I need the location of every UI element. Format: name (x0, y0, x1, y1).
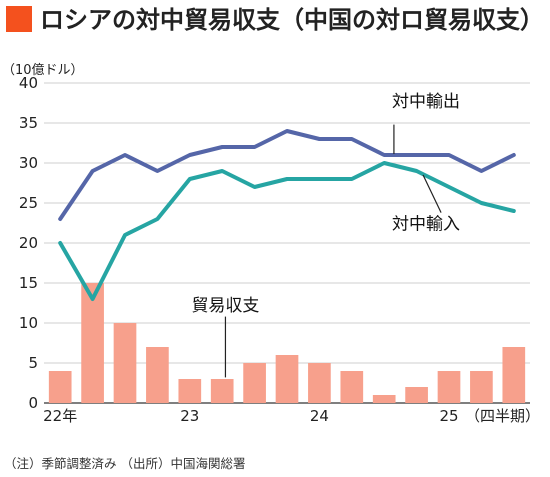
x-tick-label: 23 (180, 407, 199, 425)
title-square-icon (6, 6, 32, 32)
balance-bar (437, 371, 461, 403)
imports-line (58, 161, 516, 301)
y-tick-label: 0 (28, 394, 38, 412)
trade-lines (58, 129, 516, 301)
balance-bar (48, 371, 72, 403)
x-tick-label: 24 (310, 407, 329, 425)
y-tick-label: 15 (19, 274, 38, 292)
balance-bar (405, 387, 428, 403)
balance-bar (470, 371, 493, 403)
exports-series-label: 対中輸出 (392, 92, 460, 112)
imports-leader-line (422, 174, 442, 213)
balance-bar (308, 363, 331, 403)
balance-bar (275, 355, 299, 403)
x-axis-tick-labels: 22年 23 24 25 （四半期） (43, 407, 540, 425)
y-tick-label: 40 (19, 74, 38, 92)
balance-bar (340, 371, 364, 403)
y-tick-label: 10 (19, 314, 38, 332)
balance-bar (178, 379, 202, 403)
imports-series-label: 対中輸入 (392, 214, 460, 234)
balance-bar (113, 323, 137, 403)
balance-bar (210, 379, 234, 403)
balance-series-label: 貿易収支 (191, 296, 259, 316)
balance-bar (243, 363, 266, 403)
balance-bar (146, 347, 169, 403)
y-tick-label: 20 (19, 234, 38, 252)
source-note: （注）季節調整済み （出所）中国海関総署 (4, 456, 245, 471)
chart-title: ロシアの対中貿易収支（中国の対ロ貿易収支） (40, 6, 544, 34)
balance-bar (372, 395, 396, 403)
unit-label: （10億ドル） (2, 62, 84, 78)
balance-bar (81, 283, 104, 403)
balance-bar (502, 347, 526, 403)
x-tick-label: 25 (439, 407, 458, 425)
y-tick-label: 30 (19, 154, 38, 172)
x-tick-label: 22年 (43, 407, 77, 425)
x-unit-label: （四半期） (465, 407, 540, 425)
balance-bars (48, 283, 526, 403)
exports-line (58, 129, 516, 221)
y-tick-label: 35 (19, 114, 38, 132)
y-axis-tick-labels: 0 5 10 15 20 25 30 35 40 (19, 74, 38, 412)
y-tick-label: 5 (28, 354, 38, 372)
y-tick-label: 25 (19, 194, 38, 212)
